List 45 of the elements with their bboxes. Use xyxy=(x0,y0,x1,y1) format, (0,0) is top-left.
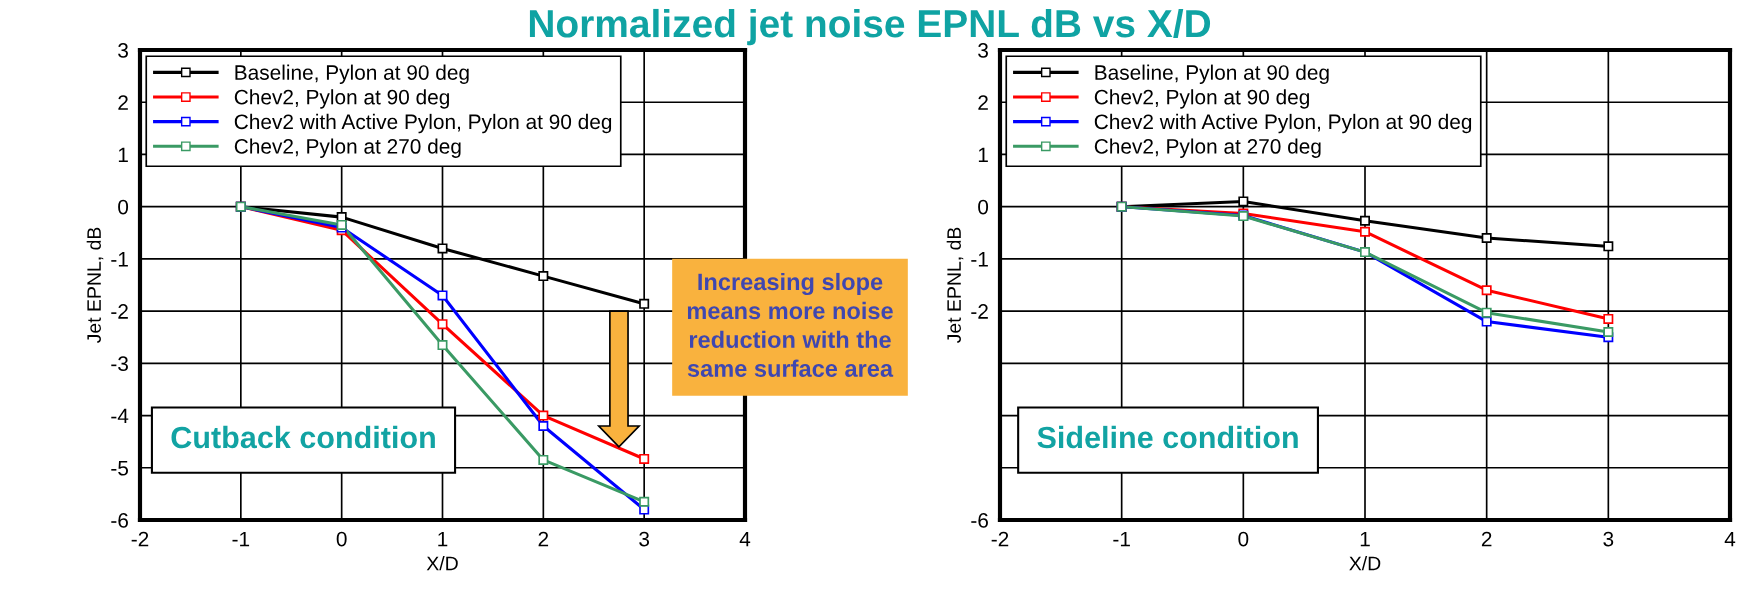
x-tick-label: -1 xyxy=(232,531,250,547)
y-tick-label: 1 xyxy=(978,147,988,162)
y-tick-label: 2 xyxy=(978,95,988,110)
x-tick-label: 0 xyxy=(1238,531,1249,547)
y-tick-label: 3 xyxy=(118,43,128,58)
x-axis-title: X/D xyxy=(426,556,458,571)
x-axis-title: X/D xyxy=(1349,556,1381,571)
y-axis-title: Jet EPNL, dB xyxy=(946,227,964,344)
annotation: Sideline condition xyxy=(1037,425,1298,449)
y-tick-label: -5 xyxy=(111,460,129,476)
x-tick-label: 2 xyxy=(1481,531,1492,547)
legend-label: Chev2, Pylon at 270 deg xyxy=(234,138,461,158)
y-tick-label: -6 xyxy=(111,513,128,528)
y-tick-label: -2 xyxy=(111,304,128,319)
annotation: Increasing slope means more noise reduction with the same surface area xyxy=(687,272,894,377)
annotation: Cutback condition xyxy=(171,425,435,449)
legend-label: Chev2, Pylon at 90 deg xyxy=(234,89,449,109)
x-tick-label: -1 xyxy=(1113,531,1130,547)
y-tick-label: 2 xyxy=(118,95,128,110)
y-tick-label: -6 xyxy=(971,513,988,528)
x-tick-label: 3 xyxy=(1603,531,1614,547)
legend-label: Chev2, Pylon at 270 deg xyxy=(1094,138,1321,158)
legend-label: Baseline, Pylon at 90 deg xyxy=(1095,64,1329,84)
y-tick-label: -4 xyxy=(111,408,129,424)
y-tick-label: -2 xyxy=(971,304,988,319)
x-tick-label: 0 xyxy=(336,531,347,547)
x-tick-label: 4 xyxy=(739,531,751,547)
y-tick-label: -3 xyxy=(111,356,128,372)
x-tick-label: 4 xyxy=(1724,531,1736,547)
legend-label: Chev2, Pylon at 90 deg xyxy=(1094,89,1309,109)
y-tick-label: -1 xyxy=(971,252,988,267)
x-tick-label: 1 xyxy=(1360,531,1370,547)
x-tick-label: -2 xyxy=(131,531,149,547)
x-tick-label: -2 xyxy=(991,531,1009,547)
y-tick-label: 0 xyxy=(978,199,989,215)
legend-label: Chev2 with Active Pylon, Pylon at 90 deg xyxy=(1094,113,1472,134)
y-tick-label: -1 xyxy=(111,252,128,267)
y-tick-label: 1 xyxy=(118,147,128,162)
x-tick-label: 2 xyxy=(538,531,549,547)
x-tick-label: 3 xyxy=(639,531,650,547)
y-tick-label: 0 xyxy=(118,199,129,215)
legend-label: Baseline, Pylon at 90 deg xyxy=(235,64,469,84)
legend-label: Chev2 with Active Pylon, Pylon at 90 deg xyxy=(234,113,612,134)
y-axis-title: Jet EPNL, dB xyxy=(86,227,104,344)
x-tick-label: 1 xyxy=(438,531,448,547)
